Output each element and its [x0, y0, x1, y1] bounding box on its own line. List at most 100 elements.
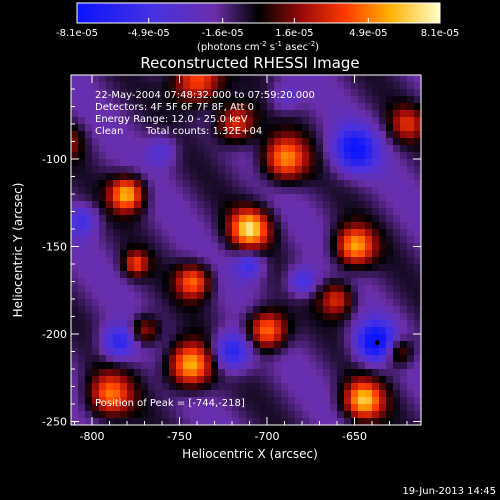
- heatmap-cell: [127, 89, 135, 97]
- heatmap-cell: [106, 103, 114, 111]
- heatmap-cell: [288, 397, 296, 405]
- heatmap-cell: [330, 271, 338, 279]
- heatmap-cell: [141, 306, 149, 314]
- heatmap-cell: [78, 355, 86, 363]
- heatmap-cell: [162, 397, 170, 405]
- heatmap-cell: [127, 257, 135, 265]
- heatmap-cell: [120, 271, 128, 279]
- heatmap-cell: [239, 96, 247, 104]
- heatmap-cell: [190, 264, 198, 272]
- heatmap-cell: [393, 180, 401, 188]
- heatmap-cell: [113, 404, 121, 412]
- heatmap-cell: [323, 376, 331, 384]
- heatmap-cell: [106, 152, 114, 160]
- heatmap-cell: [274, 341, 282, 349]
- heatmap-cell: [302, 313, 310, 321]
- heatmap-cell: [316, 327, 324, 335]
- heatmap-cell: [78, 271, 86, 279]
- heatmap-cell: [281, 89, 289, 97]
- heatmap-cell: [71, 369, 79, 377]
- heatmap-cell: [260, 103, 268, 111]
- heatmap-cell: [155, 229, 163, 237]
- heatmap-cell: [225, 313, 233, 321]
- heatmap-cell: [309, 187, 317, 195]
- heatmap-cell: [92, 313, 100, 321]
- heatmap-cell: [386, 404, 394, 412]
- heatmap-cell: [246, 299, 254, 307]
- heatmap-cell: [316, 397, 324, 405]
- heatmap-cell: [134, 369, 142, 377]
- heatmap-cell: [295, 103, 303, 111]
- heatmap-cell: [309, 404, 317, 412]
- heatmap-cell: [344, 278, 352, 286]
- heatmap-cell: [407, 264, 415, 272]
- heatmap-cell: [99, 404, 107, 412]
- heatmap-cell: [225, 215, 233, 223]
- heatmap-cell: [85, 103, 93, 111]
- heatmap-cell: [183, 103, 191, 111]
- heatmap-cell: [267, 292, 275, 300]
- source-marker: [374, 340, 380, 346]
- heatmap-cell: [99, 355, 107, 363]
- heatmap-cell: [365, 187, 373, 195]
- heatmap-cell: [379, 404, 387, 412]
- footer-timestamp: 19-Jun-2013 14:45: [402, 486, 496, 497]
- heatmap-cell: [197, 299, 205, 307]
- heatmap-cell: [246, 180, 254, 188]
- heatmap-cell: [309, 411, 317, 419]
- heatmap-cell: [260, 222, 268, 230]
- heatmap-cell: [197, 250, 205, 258]
- heatmap-cell: [239, 236, 247, 244]
- heatmap-plot: -800 -750 -700 -650 -250-200-150-100: [42, 74, 422, 443]
- heatmap-cell: [134, 173, 142, 181]
- heatmap-cell: [393, 229, 401, 237]
- heatmap-cell: [358, 341, 366, 349]
- heatmap-cell: [302, 250, 310, 258]
- heatmap-cell: [232, 411, 240, 419]
- heatmap-cell: [127, 292, 135, 300]
- heatmap-cell: [120, 82, 128, 90]
- heatmap-cell: [379, 264, 387, 272]
- heatmap-cell: [358, 376, 366, 384]
- heatmap-cell: [204, 334, 212, 342]
- heatmap-cell: [155, 187, 163, 195]
- heatmap-cell: [288, 292, 296, 300]
- heatmap-cell: [155, 117, 163, 125]
- heatmap-cell: [386, 292, 394, 300]
- heatmap-cell: [351, 82, 359, 90]
- heatmap-cell: [337, 187, 345, 195]
- heatmap-cell: [246, 208, 254, 216]
- heatmap-cell: [379, 152, 387, 160]
- heatmap-cell: [197, 348, 205, 356]
- heatmap-cell: [106, 285, 114, 293]
- heatmap-cell: [393, 201, 401, 209]
- heatmap-cell: [78, 320, 86, 328]
- heatmap-cell: [155, 257, 163, 265]
- heatmap-cell: [183, 215, 191, 223]
- heatmap-cell: [414, 110, 422, 118]
- heatmap-cell: [225, 299, 233, 307]
- heatmap-cell: [365, 243, 373, 251]
- heatmap-cell: [246, 278, 254, 286]
- heatmap-cell: [393, 152, 401, 160]
- heatmap-cell: [365, 418, 373, 426]
- heatmap-cell: [344, 376, 352, 384]
- heatmap-cell: [365, 75, 373, 83]
- heatmap-cell: [225, 187, 233, 195]
- heatmap-cell: [253, 278, 261, 286]
- heatmap-cell: [358, 348, 366, 356]
- heatmap-cell: [337, 236, 345, 244]
- heatmap-cell: [309, 320, 317, 328]
- heatmap-cell: [162, 250, 170, 258]
- heatmap-cell: [323, 292, 331, 300]
- heatmap-cell: [330, 383, 338, 391]
- heatmap-cell: [253, 292, 261, 300]
- heatmap-cell: [190, 236, 198, 244]
- heatmap-cell: [330, 299, 338, 307]
- heatmap-cell: [85, 138, 93, 146]
- heatmap-cell: [323, 222, 331, 230]
- heatmap-cell: [127, 341, 135, 349]
- heatmap-cell: [218, 82, 226, 90]
- heatmap-cell: [162, 194, 170, 202]
- heatmap-cell: [232, 383, 240, 391]
